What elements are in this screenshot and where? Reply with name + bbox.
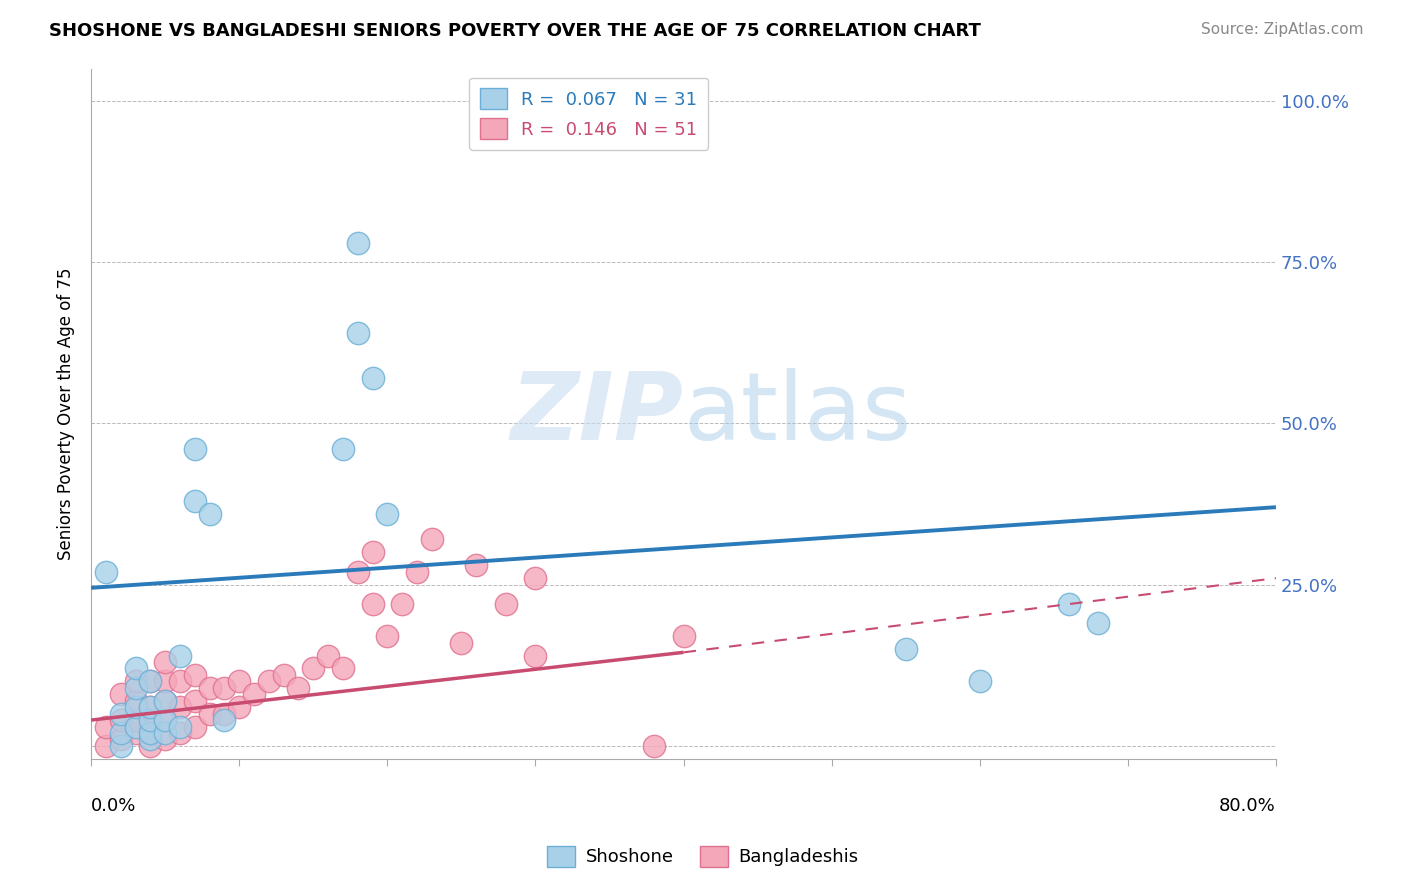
Y-axis label: Seniors Poverty Over the Age of 75: Seniors Poverty Over the Age of 75: [58, 268, 75, 560]
Text: ZIP: ZIP: [510, 368, 683, 459]
Point: [1087, 616, 1109, 631]
Point: [124, 681, 146, 695]
Point: [153, 694, 176, 708]
Point: [346, 565, 368, 579]
Point: [110, 706, 132, 721]
Point: [672, 629, 695, 643]
Point: [169, 719, 191, 733]
Point: [139, 726, 162, 740]
Point: [184, 719, 207, 733]
Text: SHOSHONE VS BANGLADESHI SENIORS POVERTY OVER THE AGE OF 75 CORRELATION CHART: SHOSHONE VS BANGLADESHI SENIORS POVERTY …: [49, 22, 981, 40]
Point: [450, 635, 472, 649]
Point: [153, 674, 176, 689]
Point: [169, 648, 191, 663]
Legend: R =  0.067   N = 31, R =  0.146   N = 51: R = 0.067 N = 31, R = 0.146 N = 51: [470, 78, 709, 150]
Point: [346, 326, 368, 340]
Point: [153, 655, 176, 669]
Text: Source: ZipAtlas.com: Source: ZipAtlas.com: [1201, 22, 1364, 37]
Point: [273, 668, 295, 682]
Point: [969, 674, 991, 689]
Point: [94, 739, 117, 753]
Point: [124, 719, 146, 733]
Point: [184, 668, 207, 682]
Point: [406, 565, 429, 579]
Point: [169, 726, 191, 740]
Point: [139, 700, 162, 714]
Point: [420, 533, 443, 547]
Point: [153, 694, 176, 708]
Point: [524, 648, 547, 663]
Point: [361, 545, 384, 559]
Point: [643, 739, 665, 753]
Point: [139, 674, 162, 689]
Text: atlas: atlas: [683, 368, 912, 459]
Point: [524, 571, 547, 585]
Point: [228, 674, 250, 689]
Point: [94, 719, 117, 733]
Point: [214, 681, 236, 695]
Point: [139, 732, 162, 747]
Point: [169, 674, 191, 689]
Point: [139, 713, 162, 727]
Point: [124, 700, 146, 714]
Point: [302, 661, 325, 675]
Point: [198, 681, 221, 695]
Point: [153, 713, 176, 727]
Point: [124, 713, 146, 727]
Point: [1057, 597, 1080, 611]
Point: [94, 565, 117, 579]
Point: [257, 674, 280, 689]
Point: [316, 648, 339, 663]
Point: [139, 739, 162, 753]
Point: [110, 732, 132, 747]
Point: [124, 661, 146, 675]
Text: 0.0%: 0.0%: [91, 797, 136, 814]
Point: [214, 706, 236, 721]
Point: [377, 507, 399, 521]
Point: [184, 493, 207, 508]
Point: [124, 674, 146, 689]
Point: [332, 661, 354, 675]
Point: [465, 558, 488, 573]
Point: [153, 732, 176, 747]
Point: [124, 694, 146, 708]
Point: [391, 597, 413, 611]
Point: [361, 597, 384, 611]
Point: [495, 597, 517, 611]
Point: [184, 442, 207, 457]
Point: [198, 706, 221, 721]
Point: [332, 442, 354, 457]
Point: [287, 681, 309, 695]
Point: [110, 687, 132, 701]
Point: [894, 642, 917, 657]
Text: 80.0%: 80.0%: [1219, 797, 1277, 814]
Point: [110, 713, 132, 727]
Point: [169, 700, 191, 714]
Point: [198, 507, 221, 521]
Point: [228, 700, 250, 714]
Point: [346, 235, 368, 250]
Point: [184, 694, 207, 708]
Point: [243, 687, 266, 701]
Point: [153, 726, 176, 740]
Point: [110, 726, 132, 740]
Point: [139, 700, 162, 714]
Point: [139, 674, 162, 689]
Point: [110, 739, 132, 753]
Point: [361, 371, 384, 385]
Point: [214, 713, 236, 727]
Point: [153, 713, 176, 727]
Point: [139, 719, 162, 733]
Point: [124, 726, 146, 740]
Point: [377, 629, 399, 643]
Legend: Shoshone, Bangladeshis: Shoshone, Bangladeshis: [540, 838, 866, 874]
